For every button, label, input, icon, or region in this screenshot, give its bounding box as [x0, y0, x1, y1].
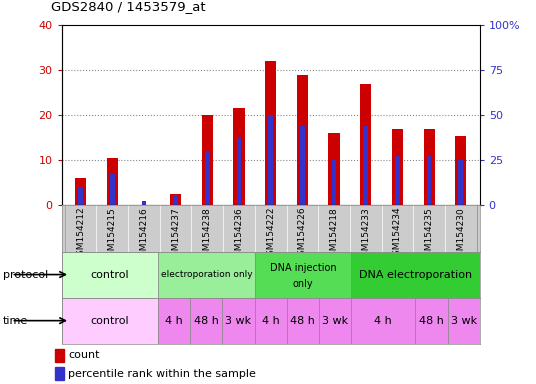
Text: count: count — [69, 350, 100, 360]
Text: 48 h: 48 h — [194, 316, 219, 326]
Bar — [255, 298, 287, 344]
Bar — [265, 61, 276, 205]
Text: 3 wk: 3 wk — [226, 316, 251, 326]
Bar — [455, 136, 466, 205]
Text: GSM154237: GSM154237 — [171, 207, 180, 262]
Text: GSM154218: GSM154218 — [330, 207, 339, 262]
Text: GSM154226: GSM154226 — [298, 207, 307, 262]
Bar — [351, 252, 480, 298]
Text: time: time — [3, 316, 28, 326]
Text: DNA electroporation: DNA electroporation — [359, 270, 472, 280]
Bar — [392, 129, 403, 205]
Bar — [297, 74, 308, 205]
Bar — [319, 298, 351, 344]
Text: GSM154233: GSM154233 — [361, 207, 370, 262]
Text: GSM154212: GSM154212 — [76, 207, 85, 262]
Bar — [236, 138, 241, 205]
Text: DNA injection: DNA injection — [270, 263, 336, 273]
Bar — [107, 158, 118, 205]
Bar — [75, 178, 86, 205]
Text: GSM154236: GSM154236 — [235, 207, 243, 262]
Bar — [222, 298, 255, 344]
Bar — [415, 298, 448, 344]
Text: GDS2840 / 1453579_at: GDS2840 / 1453579_at — [51, 0, 205, 13]
Bar — [395, 156, 400, 205]
Text: electroporation only: electroporation only — [161, 270, 252, 279]
Bar — [287, 298, 319, 344]
Bar — [255, 252, 351, 298]
Text: GSM154238: GSM154238 — [203, 207, 212, 262]
Text: 48 h: 48 h — [291, 316, 315, 326]
Text: 4 h: 4 h — [262, 316, 280, 326]
Bar — [300, 126, 305, 205]
Bar — [458, 161, 463, 205]
Bar — [269, 115, 273, 205]
Bar — [78, 187, 83, 205]
Bar — [158, 252, 255, 298]
Bar — [55, 349, 64, 362]
Text: GSM154235: GSM154235 — [425, 207, 434, 262]
Text: GSM154222: GSM154222 — [266, 207, 275, 262]
Bar — [110, 174, 115, 205]
Bar — [190, 298, 222, 344]
Bar — [351, 298, 415, 344]
Text: percentile rank within the sample: percentile rank within the sample — [69, 369, 256, 379]
Bar — [142, 201, 146, 205]
Text: GSM154215: GSM154215 — [108, 207, 117, 262]
Bar — [332, 161, 337, 205]
Bar — [234, 108, 244, 205]
Bar — [55, 367, 64, 380]
Text: GSM154216: GSM154216 — [139, 207, 148, 262]
Text: 3 wk: 3 wk — [322, 316, 348, 326]
Bar — [170, 194, 181, 205]
Bar — [423, 129, 435, 205]
Bar — [363, 126, 368, 205]
Text: control: control — [91, 270, 129, 280]
Bar — [427, 156, 431, 205]
Bar — [205, 151, 210, 205]
Text: control: control — [91, 316, 129, 326]
Text: 48 h: 48 h — [419, 316, 444, 326]
Text: 4 h: 4 h — [374, 316, 392, 326]
Bar — [448, 298, 480, 344]
Text: 4 h: 4 h — [165, 316, 183, 326]
Text: 3 wk: 3 wk — [451, 316, 477, 326]
Bar — [62, 252, 158, 298]
Bar — [158, 298, 190, 344]
Bar — [173, 195, 178, 205]
Text: GSM154234: GSM154234 — [393, 207, 402, 262]
Bar — [360, 84, 371, 205]
Text: protocol: protocol — [3, 270, 48, 280]
Text: only: only — [293, 279, 313, 289]
Text: GSM154230: GSM154230 — [456, 207, 465, 262]
Bar — [202, 115, 213, 205]
Bar — [329, 133, 340, 205]
Bar — [62, 298, 158, 344]
